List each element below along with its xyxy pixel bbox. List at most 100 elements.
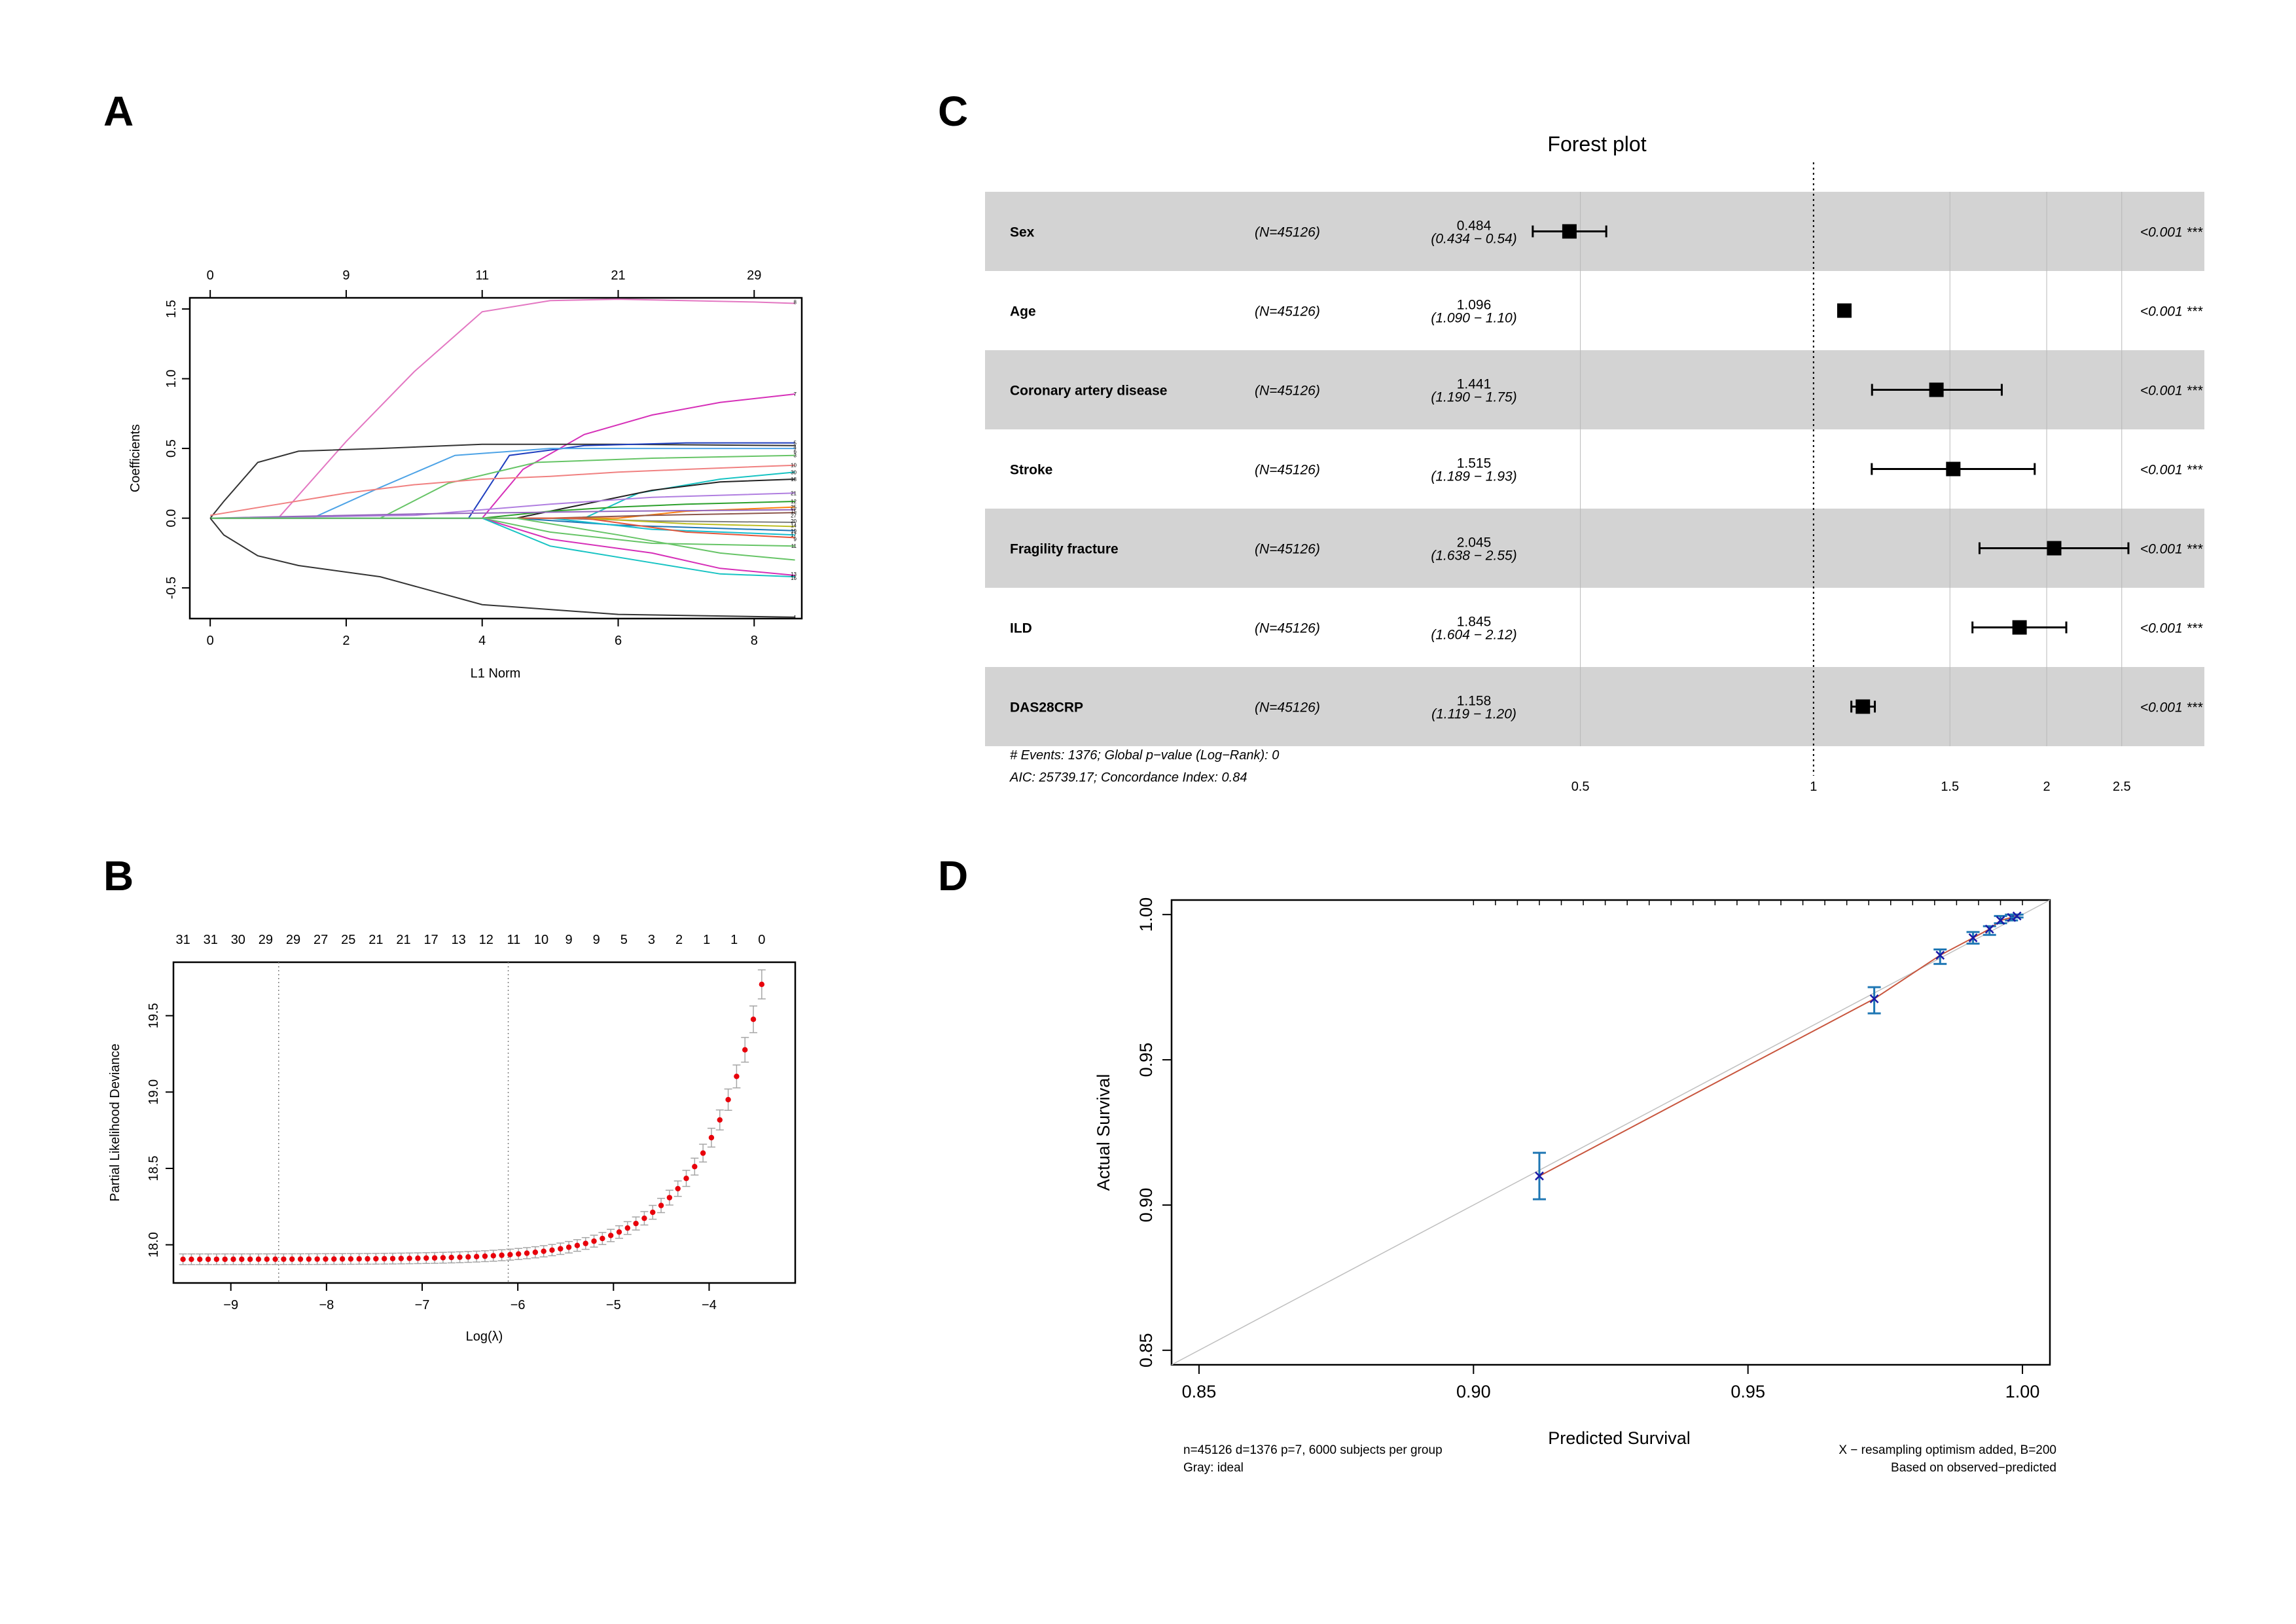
- forest-variable-label: Coronary artery disease: [1010, 384, 1167, 399]
- cv-deviance-point: [683, 1176, 689, 1182]
- path-end-label: 8: [794, 299, 797, 305]
- cv-deviance-point: [624, 1225, 631, 1231]
- y-tick-label: 1.00: [1136, 897, 1156, 932]
- calibration-point-marker: [1996, 916, 2005, 925]
- cv-deviance-point: [448, 1254, 454, 1261]
- forest-ci-label: (1.604 − 2.12): [1431, 628, 1516, 643]
- y-tick-label: 18.0: [147, 1232, 161, 1257]
- top-axis-label: 13: [452, 933, 466, 947]
- forest-n-label: (N=45126): [1255, 304, 1320, 319]
- cv-deviance-point: [289, 1256, 295, 1262]
- forest-x-tick-label: 2.5: [2113, 780, 2131, 794]
- forest-variable-label: DAS28CRP: [1010, 700, 1083, 715]
- forest-estimate-square: [2012, 620, 2027, 635]
- top-axis-label: 17: [423, 933, 438, 947]
- x-tick-label: −4: [702, 1298, 717, 1312]
- calibration-point-marker: [1535, 1171, 1544, 1181]
- cv-deviance-point: [692, 1164, 698, 1170]
- top-tick-label: 29: [747, 268, 761, 283]
- path-end-label: 17: [791, 532, 797, 538]
- cv-deviance-point: [742, 1047, 748, 1053]
- cv-deviance-point: [389, 1255, 396, 1261]
- cv-deviance-point: [331, 1256, 337, 1262]
- x-tick-label: 8: [751, 634, 758, 648]
- cv-deviance-point: [440, 1255, 446, 1261]
- path-end-label: 15: [791, 509, 797, 514]
- top-axis-label: 12: [479, 933, 493, 947]
- y-tick-label: 19.5: [147, 1003, 161, 1028]
- cv-deviance-point: [708, 1134, 715, 1141]
- panel-b-lambda-lines: [278, 962, 509, 1283]
- coefficient-path-10: [210, 464, 795, 516]
- path-end-label: 18: [791, 477, 797, 482]
- forest-x-tick-label: 2: [2043, 780, 2051, 794]
- cv-deviance-point: [255, 1256, 262, 1262]
- path-end-label: 9: [794, 537, 797, 543]
- cv-deviance-point: [398, 1255, 404, 1261]
- y-tick-label: -0.5: [164, 577, 179, 599]
- y-tick-label: 0.0: [164, 509, 179, 528]
- forest-hr-label: 1.096: [1457, 298, 1492, 313]
- cv-deviance-point: [583, 1240, 588, 1246]
- x-tick-label: 0.95: [1731, 1382, 1765, 1401]
- x-tick-label: −5: [606, 1298, 621, 1312]
- x-tick-label: 1.00: [2005, 1382, 2040, 1401]
- cv-deviance-point: [725, 1096, 731, 1103]
- forest-footnote-events: # Events: 1376; Global p−value (Log−Rank…: [1010, 748, 1279, 763]
- cv-deviance-point: [666, 1195, 673, 1200]
- cv-deviance-point: [650, 1209, 656, 1216]
- cv-deviance-point: [180, 1256, 186, 1262]
- forest-hr-label: 1.441: [1457, 377, 1492, 392]
- cv-deviance-point: [473, 1254, 480, 1259]
- x-tick-label: 0.85: [1182, 1382, 1217, 1401]
- forest-ci-label: (1.190 − 1.75): [1431, 390, 1516, 405]
- calibration-note-sample: n=45126 d=1376 p=7, 6000 subjects per gr…: [1183, 1443, 1443, 1457]
- cv-deviance-point: [314, 1256, 320, 1262]
- forest-estimate-square: [1837, 303, 1852, 318]
- cv-deviance-point: [759, 981, 765, 988]
- top-axis-label: 5: [620, 933, 628, 947]
- cv-deviance-point: [373, 1255, 379, 1262]
- forest-x-tick-label: 0.5: [1571, 780, 1590, 794]
- cv-deviance-point: [607, 1233, 614, 1238]
- forest-variable-label: Sex: [1010, 225, 1035, 240]
- forest-p-label: <0.001 ***: [2140, 225, 2203, 240]
- calibration-point-marker: [1935, 950, 1945, 960]
- forest-variable-label: ILD: [1010, 621, 1032, 636]
- panel-b-deviance-points: [180, 981, 765, 1262]
- ideal-line: [1171, 899, 2051, 1365]
- forest-estimate-square: [1562, 224, 1577, 239]
- forest-n-label: (N=45126): [1255, 225, 1320, 240]
- cv-deviance-point: [541, 1248, 547, 1254]
- cv-deviance-point: [499, 1252, 505, 1258]
- coefficient-path-8: [210, 298, 795, 519]
- forest-estimate-square: [1856, 699, 1871, 714]
- cv-deviance-point: [431, 1255, 438, 1261]
- calibration-point-marker: [1968, 933, 1978, 943]
- y-tick-label: 0.90: [1136, 1188, 1156, 1223]
- calibration-note-ideal: Gray: ideal: [1183, 1461, 1244, 1475]
- panel-b-error-bars: [179, 969, 766, 1265]
- cv-deviance-point: [516, 1251, 522, 1257]
- panel-a-x-label: L1 Norm: [471, 666, 521, 681]
- cv-deviance-point: [415, 1255, 421, 1261]
- forest-ci-label: (1.090 − 1.10): [1431, 311, 1516, 326]
- panel-b-y-label: Partial Likelihood Deviance: [108, 1043, 122, 1201]
- forest-hr-label: 2.045: [1457, 535, 1492, 550]
- path-end-label: 1: [794, 615, 797, 621]
- forest-footnote-aic: AIC: 25739.17; Concordance Index: 0.84: [1009, 770, 1247, 785]
- cv-deviance-point: [574, 1242, 581, 1248]
- top-axis-label: 21: [368, 933, 383, 947]
- y-tick-label: 19.0: [147, 1079, 161, 1105]
- top-axis-label: 25: [341, 933, 355, 947]
- cv-deviance-point: [365, 1255, 370, 1262]
- forest-ci-label: (1.638 − 2.55): [1431, 549, 1516, 564]
- cv-deviance-point: [717, 1117, 723, 1123]
- panel-label-b: B: [103, 852, 134, 899]
- top-tick-label: 0: [207, 268, 214, 283]
- top-tick-label: 11: [475, 268, 489, 283]
- top-axis-label: 1: [730, 933, 738, 947]
- panel-c-forest-plot: Forest plot Sex (N=45126) 0.484(0.434 − 0.…: [985, 132, 2204, 794]
- cv-deviance-point: [675, 1185, 681, 1192]
